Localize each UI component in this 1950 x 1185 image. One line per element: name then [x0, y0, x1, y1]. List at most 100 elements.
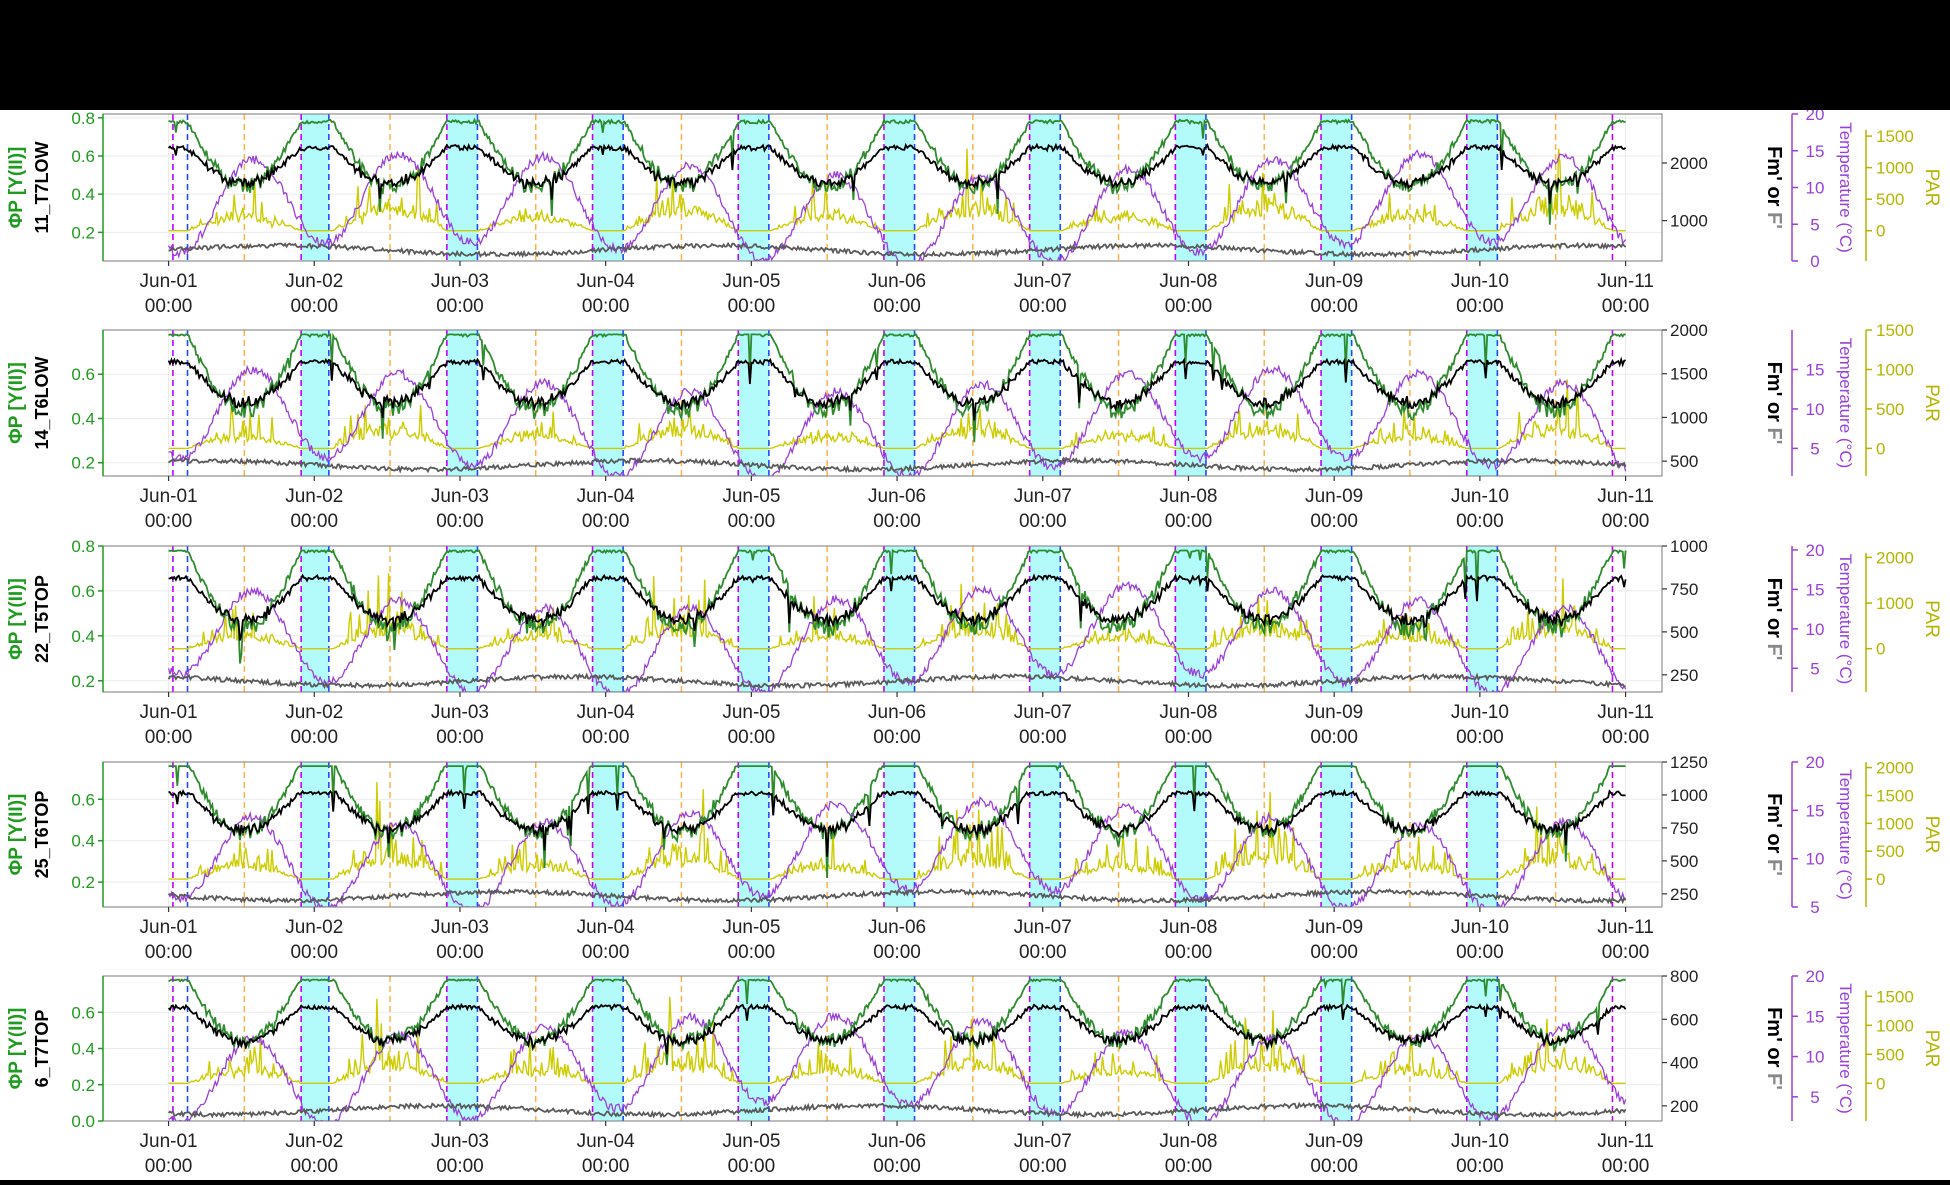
yfm-tick-label: 600 [1670, 1010, 1698, 1029]
x-tick-label-date: Jun-06 [868, 917, 926, 938]
x-tick-label-date: Jun-05 [722, 1131, 780, 1152]
night-band [301, 762, 329, 907]
night-band [1466, 762, 1498, 907]
night-band [883, 330, 915, 476]
yleft-tick-label: 0.6 [71, 147, 95, 166]
yleft-tick-label: 0.2 [71, 1076, 95, 1095]
night-band [592, 546, 624, 692]
night-band [883, 762, 915, 907]
yfm-tick-label: 800 [1670, 967, 1698, 986]
ypar-title: PAR [1921, 1030, 1942, 1068]
x-tick-label-time: 00:00 [1602, 727, 1650, 748]
x-tick-label-date: Jun-11 [1597, 486, 1654, 507]
x-tick-label-date: Jun-10 [1451, 1131, 1509, 1152]
series-par [168, 781, 1626, 880]
series-temperature [168, 1011, 1627, 1121]
x-tick-label-date: Jun-02 [285, 1131, 343, 1152]
ypar-tick-label: 2000 [1876, 548, 1914, 567]
x-tick-label-date: Jun-09 [1305, 486, 1363, 507]
x-tick-label-time: 00:00 [1165, 942, 1213, 963]
ytemp-title: Temperature (°C) [1836, 983, 1855, 1114]
x-tick-label-time: 00:00 [1165, 296, 1213, 317]
ytemp-tick-label: 5 [1810, 439, 1819, 458]
yfm-tick-label: 500 [1670, 852, 1698, 871]
yleft-tick-label: 0.4 [71, 1040, 95, 1059]
x-tick-label-time: 00:00 [1310, 727, 1358, 748]
x-tick-label-date: Jun-02 [285, 486, 343, 507]
series-f [167, 1101, 1627, 1119]
x-tick-label-date: Jun-10 [1451, 271, 1509, 292]
x-tick-label-time: 00:00 [728, 296, 776, 317]
night-band [1321, 762, 1352, 907]
x-tick-label-date: Jun-10 [1451, 917, 1509, 938]
x-tick-label-time: 00:00 [145, 727, 193, 748]
x-tick-label-date: Jun-07 [1014, 1131, 1072, 1152]
x-tick-label-time: 00:00 [145, 942, 193, 963]
night-band [301, 330, 329, 476]
ytemp-title: Temperature (°C) [1836, 122, 1855, 253]
x-tick-label-date: Jun-03 [431, 271, 489, 292]
ytemp-tick-label: 15 [1806, 142, 1825, 161]
x-tick-label-time: 00:00 [582, 296, 630, 317]
yfm-tick-label: 1250 [1670, 753, 1708, 772]
night-band [592, 330, 624, 476]
x-tick-label-time: 00:00 [1310, 1156, 1358, 1177]
night-band [446, 114, 478, 261]
night-band [1029, 762, 1061, 907]
site-label: 25_T6TOP [32, 791, 52, 879]
x-tick-label-date: Jun-07 [1014, 702, 1072, 723]
yleft-tick-label: 0.4 [71, 832, 95, 851]
ytemp-tick-label: 10 [1806, 179, 1825, 198]
ytemp-tick-label: 15 [1806, 1007, 1825, 1026]
x-tick-label-time: 00:00 [1165, 1156, 1213, 1177]
yfm-tick-label: 200 [1670, 1097, 1698, 1116]
ytemp-tick-label: 10 [1806, 620, 1825, 639]
x-tick-label-time: 00:00 [1456, 296, 1504, 317]
site-label: 11_T7LOW [32, 141, 52, 233]
x-tick-label-date: Jun-11 [1597, 917, 1654, 938]
x-tick-label-time: 00:00 [290, 942, 338, 963]
series-fm [168, 788, 1626, 857]
x-tick-label-time: 00:00 [582, 511, 630, 532]
x-tick-label-date: Jun-05 [722, 702, 780, 723]
x-tick-label-date: Jun-06 [868, 271, 926, 292]
x-tick-label-date: Jun-07 [1014, 917, 1072, 938]
yfm-tick-label: 1000 [1670, 212, 1708, 231]
x-tick-label-date: Jun-02 [285, 271, 343, 292]
night-band [883, 546, 915, 692]
ytemp-tick-label: 10 [1806, 1048, 1825, 1067]
x-tick-label-date: Jun-02 [285, 917, 343, 938]
yfm-tick-label: 1000 [1670, 537, 1708, 556]
x-tick-label-date: Jun-03 [431, 702, 489, 723]
x-tick-label-time: 00:00 [1456, 511, 1504, 532]
x-tick-label-date: Jun-10 [1451, 486, 1509, 507]
x-tick-label-date: Jun-06 [868, 1131, 926, 1152]
yleft-tick-label: 0.4 [71, 409, 95, 428]
x-tick-label-date: Jun-06 [868, 486, 926, 507]
x-tick-label-time: 00:00 [1602, 942, 1650, 963]
yfm-tick-label: 250 [1670, 885, 1698, 904]
yfm-tick-label: 500 [1670, 623, 1698, 642]
night-band [1175, 546, 1206, 692]
x-tick-label-date: Jun-07 [1014, 271, 1072, 292]
x-tick-label-date: Jun-09 [1305, 917, 1363, 938]
series-group [167, 977, 1627, 1121]
ytemp-tick-label: 15 [1806, 801, 1825, 820]
ypar-tick-label: 1000 [1876, 159, 1914, 178]
panel-2: 0.2 0.4 0.6 ΦP [Y(II)] 14_T6LOW 500 1000 1500 20… [6, 321, 1942, 532]
x-tick-label-time: 00:00 [1456, 727, 1504, 748]
x-tick-label-date: Jun-09 [1305, 702, 1363, 723]
ytemp-title: Temperature (°C) [1836, 554, 1855, 685]
ypar-tick-label: 500 [1876, 400, 1904, 419]
x-tick-label-date: Jun-01 [140, 917, 198, 938]
yfm-tick-label: 2000 [1670, 154, 1708, 173]
ytemp-tick-label: 5 [1810, 1088, 1819, 1107]
x-tick-label-time: 00:00 [728, 727, 776, 748]
ytemp-tick-label: 15 [1806, 580, 1825, 599]
x-tick-label-time: 00:00 [873, 296, 921, 317]
x-tick-label-time: 00:00 [1019, 942, 1067, 963]
night-band [301, 114, 329, 261]
night-band [1321, 976, 1352, 1121]
x-tick-label-date: Jun-04 [577, 486, 636, 507]
x-tick-label-time: 00:00 [582, 942, 630, 963]
